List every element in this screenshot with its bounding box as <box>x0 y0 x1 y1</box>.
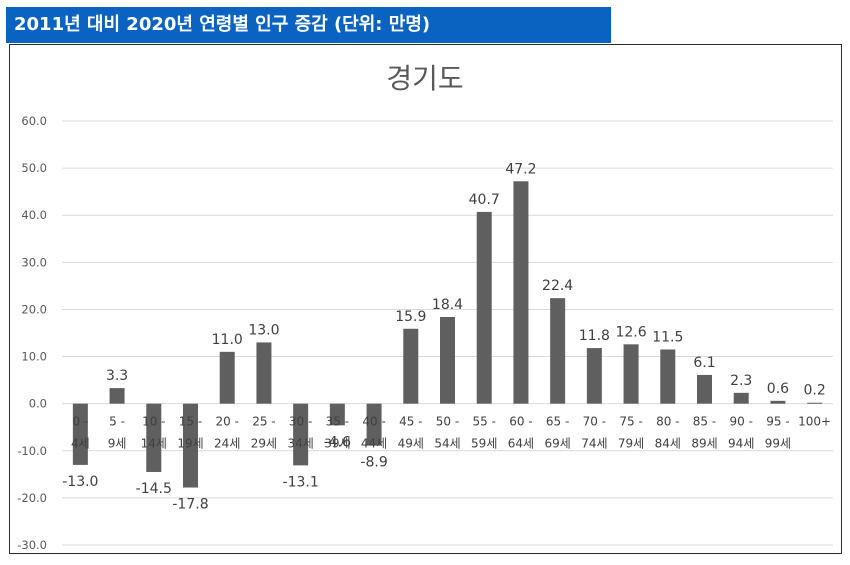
data-label: 12.6 <box>615 324 646 340</box>
data-label: 0.2 <box>804 383 826 399</box>
data-label: -13.1 <box>283 474 319 490</box>
bar <box>403 328 419 404</box>
bar <box>807 402 823 404</box>
x-category-label: 70 -74세 <box>581 415 607 451</box>
chart-title: 경기도 <box>386 62 463 95</box>
x-category-label: 75 -79세 <box>618 415 644 451</box>
data-label: 40.7 <box>469 192 500 208</box>
data-label: -4.6 <box>324 434 351 450</box>
bar <box>623 344 639 404</box>
x-category-label: 10 -14세 <box>141 415 167 451</box>
x-category-label: 95 -99세 <box>765 415 791 451</box>
data-label: 6.1 <box>693 355 715 371</box>
x-category-label: 100+ <box>798 415 831 429</box>
y-tick-label: 50.0 <box>21 161 47 175</box>
bars <box>72 181 823 488</box>
data-label: -8.9 <box>360 455 387 471</box>
bar <box>697 374 712 404</box>
data-label: 47.2 <box>505 161 536 177</box>
x-category-label: 25 -29세 <box>251 415 277 451</box>
data-label: -14.5 <box>136 481 172 497</box>
x-category-label: 65 -69세 <box>544 415 570 451</box>
data-label: 11.8 <box>579 328 610 344</box>
data-label: 22.4 <box>542 278 573 294</box>
x-category-label: 20 -24세 <box>214 415 240 451</box>
x-category-label: 85 -89세 <box>691 415 717 451</box>
y-tick-label: 10.0 <box>21 350 47 364</box>
x-category-label: 30 -34세 <box>287 415 313 451</box>
bar <box>513 181 529 404</box>
page-header: 2011년 대비 2020년 연령별 인구 증감 (단위: 만명) <box>6 7 611 43</box>
chart-frame <box>9 44 842 554</box>
y-tick-label: 60.0 <box>21 114 47 128</box>
data-label: 2.3 <box>730 373 752 389</box>
bar <box>366 403 382 446</box>
bar <box>329 403 345 426</box>
bar <box>660 349 676 404</box>
bar <box>586 348 602 404</box>
y-tick-label: -30.0 <box>17 538 47 552</box>
x-category-label: 35 -39세 <box>324 415 350 451</box>
data-label: -17.8 <box>172 497 208 513</box>
x-category-label: 55 -59세 <box>471 415 497 451</box>
data-label: 18.4 <box>432 297 463 313</box>
x-category-label: 15 -19세 <box>177 415 203 451</box>
bar <box>219 351 235 404</box>
data-label: 3.3 <box>106 368 128 384</box>
data-label: 11.5 <box>652 329 683 345</box>
bar <box>733 392 749 404</box>
y-axis-ticks: -30.0 -20.0 -10.0 0.0 10.0 20.0 30.0 40.0 50.0 60… <box>17 114 47 552</box>
x-category-label: 80 -84세 <box>655 415 681 451</box>
bar <box>440 316 455 404</box>
x-category-label: 0 -4세 <box>71 415 90 451</box>
data-labels: -13.0 3.3 -14.5-17.8 11.0 13.0 -13.1 -4.6 -8.9 1… <box>62 161 826 512</box>
bar <box>72 403 88 465</box>
bar <box>476 211 492 404</box>
bar <box>183 403 198 488</box>
x-category-label: 90 -94세 <box>728 415 754 451</box>
x-category-label: 50 -54세 <box>434 415 460 451</box>
bar <box>146 403 162 472</box>
bar <box>550 298 566 404</box>
x-category-label: 40 -44세 <box>361 415 387 451</box>
y-tick-label: -10.0 <box>17 444 47 458</box>
bar <box>293 403 309 466</box>
data-label: 0.6 <box>767 381 789 397</box>
x-category-label: 45 -49세 <box>398 415 424 451</box>
data-label: 13.0 <box>248 322 279 338</box>
y-tick-label: 20.0 <box>21 302 47 316</box>
bar <box>109 388 125 404</box>
data-label: 15.9 <box>395 309 426 325</box>
y-tick-label: 40.0 <box>21 208 47 222</box>
x-axis-categories: 0 -4세 5 -9세 10 -14세 15 -19세 20 -24세 25 -29세 30… <box>71 415 831 451</box>
bar <box>770 400 786 404</box>
data-label: 11.0 <box>212 332 243 348</box>
y-tick-label: 30.0 <box>21 255 47 269</box>
x-category-label: 5 -9세 <box>108 415 127 451</box>
y-tick-label: -20.0 <box>17 491 47 505</box>
bar <box>256 342 272 404</box>
data-label: -13.0 <box>62 474 98 490</box>
x-category-label: 60 -64세 <box>508 415 534 451</box>
y-tick-label: 0.0 <box>29 397 47 411</box>
